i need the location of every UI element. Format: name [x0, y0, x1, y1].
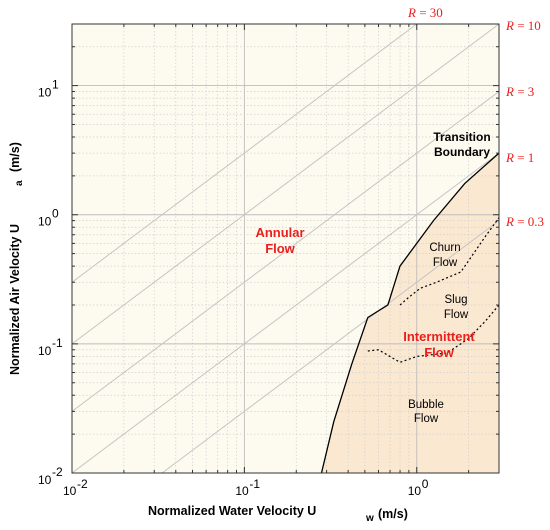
- ratio-line: [71, 23, 418, 283]
- ratio-line: [71, 91, 500, 412]
- x-axis-subscript: w: [365, 513, 374, 524]
- ratio-label-symbol: R: [505, 84, 514, 99]
- y-tick-label-exponent: 0: [52, 207, 59, 221]
- ratio-label-value: = 0.3: [514, 214, 544, 229]
- slug-label: Slug: [444, 294, 467, 306]
- slug-bubble-boundary-line: [367, 304, 500, 363]
- y-tick-label-exponent: -1: [52, 336, 63, 350]
- ratio-label: R = 3: [505, 84, 534, 99]
- ratio-label: R = 0.3: [505, 214, 544, 229]
- ratio-label-symbol: R: [505, 18, 514, 33]
- x-tick-label: 10: [63, 484, 77, 498]
- bubble-label: Bubble: [408, 399, 444, 411]
- ratio-label-value: = 10: [514, 18, 541, 33]
- x-tick-label: 10: [408, 484, 422, 498]
- ratio-label-value: = 30: [416, 5, 443, 20]
- x-axis-title: Normalized Water Velocity U: [148, 504, 316, 518]
- churn-label-line2: Flow: [433, 257, 458, 269]
- y-tick-label: 10: [38, 215, 52, 229]
- ratio-label-value: = 1: [514, 150, 534, 165]
- y-axis-unit: (m/s): [8, 142, 22, 172]
- ratio-label-symbol: R: [505, 214, 514, 229]
- transition-boundary-label: Transition: [433, 130, 490, 144]
- slug-label-line2: Flow: [444, 309, 469, 321]
- ratio-line: [71, 23, 500, 345]
- y-tick-label: 10: [38, 473, 52, 487]
- ratio-line: [71, 152, 500, 474]
- transition-boundary-label-line2: Boundary: [434, 145, 490, 159]
- annular-label-line2: Flow: [265, 241, 295, 256]
- ratio-label-value: = 3: [514, 84, 534, 99]
- annular-label: Annular: [255, 225, 304, 240]
- y-tick-label-exponent: -2: [52, 465, 63, 479]
- x-tick-label-exponent: -1: [249, 477, 260, 491]
- y-axis-subscript: a: [14, 180, 25, 186]
- y-axis-title: Normalized Air Velocity U: [8, 224, 22, 375]
- y-tick-label: 10: [38, 344, 52, 358]
- ratio-labels: R = 30R = 10R = 3R = 1R = 0.3: [407, 5, 544, 229]
- churn-label: Churn: [429, 242, 460, 254]
- x-tick-label: 10: [235, 484, 249, 498]
- transition-boundary-line: [320, 152, 500, 474]
- bubble-label-line2: Flow: [414, 413, 439, 425]
- intermittent-label-line2: Flow: [424, 345, 454, 360]
- ratio-label-symbol: R: [407, 5, 416, 20]
- ratio-line: [161, 220, 500, 474]
- ratio-label: R = 10: [505, 18, 541, 33]
- churn-slug-boundary-line: [399, 217, 500, 306]
- y-tick-label-exponent: 1: [52, 78, 59, 92]
- x-tick-label-exponent: 0: [422, 477, 429, 491]
- grid-lines: [72, 24, 499, 473]
- ratio-label: R = 1: [505, 150, 534, 165]
- x-tick-label-exponent: -2: [77, 477, 88, 491]
- y-tick-label: 10: [38, 86, 52, 100]
- ratio-label-symbol: R: [505, 150, 514, 165]
- intermittent-label: Intermittent: [403, 329, 475, 344]
- intermittent-region-fill: [321, 153, 499, 473]
- axis-ticks: [71, 23, 500, 474]
- plot-frame: [71, 23, 500, 474]
- x-axis-unit: (m/s): [378, 507, 408, 521]
- ratio-label: R = 30: [407, 5, 443, 20]
- ratio-lines: [71, 23, 500, 474]
